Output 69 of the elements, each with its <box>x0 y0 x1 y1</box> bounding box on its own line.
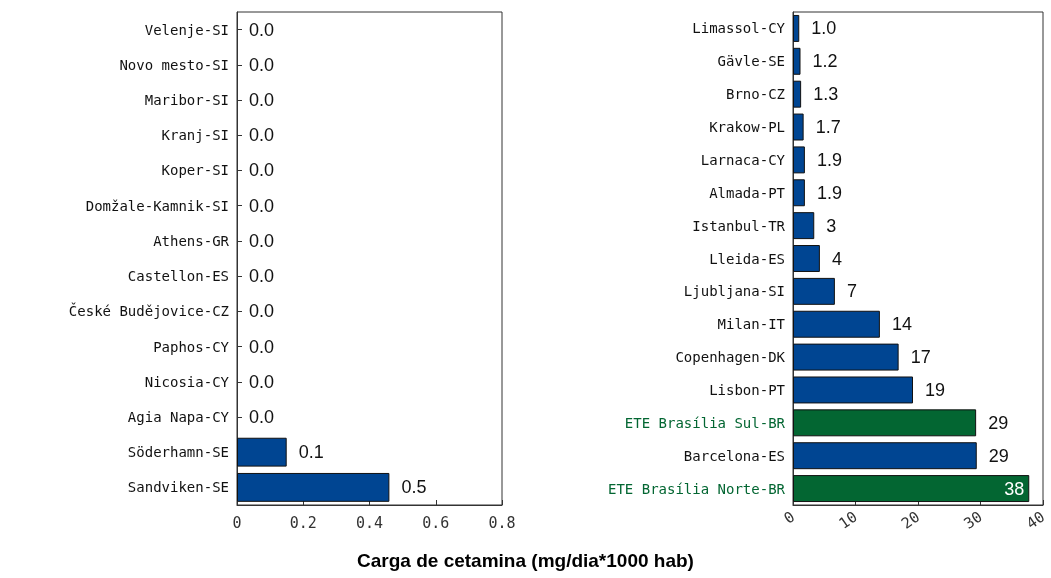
data-label: 4 <box>831 248 842 269</box>
x-tick-label: 0.8 <box>488 513 516 532</box>
y-tick-label: Athens-GR <box>153 232 230 249</box>
y-tick-label: Castellon-ES <box>127 268 229 285</box>
data-label: 19 <box>925 379 946 400</box>
y-tick-label: Paphos-CY <box>153 338 230 355</box>
data-label: 17 <box>910 347 931 368</box>
data-label: 0.0 <box>249 125 275 146</box>
data-label: 29 <box>988 445 1009 466</box>
data-label: 0.0 <box>249 266 275 287</box>
data-label: 14 <box>891 314 912 335</box>
x-tick-label: 30 <box>960 507 986 533</box>
y-tick-label: Söderhamn-SE <box>127 444 229 461</box>
y-tick-label: Nicosia-CY <box>144 373 230 390</box>
data-label: 0.0 <box>249 90 275 111</box>
y-tick-label: Brno-CZ <box>725 86 785 103</box>
x-tick-label: 40 <box>1023 507 1049 533</box>
y-tick-label: Lisbon-PT <box>709 381 786 398</box>
data-label: 1.3 <box>813 84 839 105</box>
y-tick-label: Kranj-SI <box>161 127 229 144</box>
data-label: 0.0 <box>249 371 275 392</box>
data-label: 29 <box>988 412 1009 433</box>
y-tick-label: Domžale-Kamnik-SI <box>85 197 229 214</box>
y-tick-label: Barcelona-ES <box>683 447 785 464</box>
y-tick-label: Istanbul-TR <box>692 217 786 234</box>
data-label: 0.0 <box>249 19 275 40</box>
data-label: 38 <box>1004 478 1025 499</box>
y-tick-label: ETE Brasília Sul-BR <box>624 414 786 431</box>
y-tick-label: Agia Napa-CY <box>127 408 230 425</box>
data-label: 1.2 <box>812 51 838 72</box>
y-tick-label: České Budějovice-CZ <box>68 302 229 320</box>
data-label: 0.5 <box>401 477 427 498</box>
x-tick-label: 0.4 <box>355 513 384 532</box>
x-tick-label: 0 <box>232 513 242 532</box>
y-tick-label: Krakow-PL <box>709 119 785 136</box>
data-label: 0.1 <box>298 442 324 463</box>
x-tick-label: 0.2 <box>289 513 317 532</box>
data-label: 0.0 <box>249 406 275 427</box>
x-axis-title: Carga de cetamina (mg/dia*1000 hab) <box>356 550 695 572</box>
x-tick-label: 0 <box>780 507 799 528</box>
y-tick-label: Novo mesto-SI <box>119 56 229 73</box>
y-tick-label: ETE Brasília Norte-BR <box>607 480 786 497</box>
y-tick-label: Koper-SI <box>161 162 229 179</box>
data-label: 0.0 <box>249 230 275 251</box>
data-label: 0.0 <box>249 336 275 357</box>
data-label: 1.9 <box>816 149 842 170</box>
y-tick-label: Gävle-SE <box>717 53 785 70</box>
data-label: 1.9 <box>816 182 842 203</box>
data-label: 0.0 <box>249 54 275 75</box>
y-tick-label: Almada-PT <box>709 184 786 201</box>
data-label: 1.0 <box>811 18 837 39</box>
x-tick-label: 20 <box>898 507 924 533</box>
y-tick-label: Sandviken-SE <box>127 479 229 496</box>
x-tick-label: 10 <box>835 507 861 533</box>
y-tick-label: Velenje-SI <box>144 21 229 38</box>
x-tick-label: 0.6 <box>422 513 450 532</box>
data-label: 7 <box>846 281 857 302</box>
y-tick-label: Ljubljana-SI <box>683 283 785 300</box>
y-tick-label: Maribor-SI <box>144 92 229 109</box>
data-label: 1.7 <box>815 117 841 138</box>
y-tick-label: Larnaca-CY <box>700 151 786 168</box>
y-tick-label: Milan-IT <box>717 316 786 333</box>
y-tick-label: Lleida-ES <box>709 250 785 267</box>
data-label: 0.0 <box>249 160 275 181</box>
data-label: 3 <box>826 215 837 236</box>
data-label: 0.0 <box>249 195 275 216</box>
y-tick-label: Limassol-CY <box>692 20 786 37</box>
y-tick-label: Copenhagen-DK <box>675 349 786 366</box>
data-label: 0.0 <box>249 301 275 322</box>
